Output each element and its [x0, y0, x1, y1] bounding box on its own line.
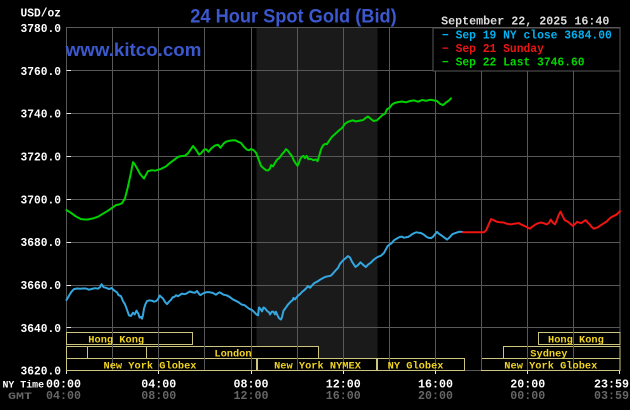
svg-text:NY Time: NY Time	[3, 380, 45, 392]
svg-text:08:00: 08:00	[141, 389, 176, 403]
svg-text:03:59: 03:59	[594, 389, 629, 403]
svg-text:20:00: 20:00	[510, 378, 545, 392]
svg-text:12:00: 12:00	[326, 378, 361, 392]
svg-text:London: London	[214, 348, 251, 360]
svg-text:3620.0: 3620.0	[21, 365, 62, 379]
svg-text:New York Globex: New York Globex	[104, 360, 197, 372]
svg-text:16:00: 16:00	[418, 378, 453, 392]
svg-text:Sydney: Sydney	[530, 348, 567, 360]
svg-text:− Sep 22 Last 3746.60: − Sep 22 Last 3746.60	[442, 56, 585, 70]
svg-text:3740.0: 3740.0	[21, 108, 62, 122]
svg-text:3700.0: 3700.0	[21, 193, 62, 207]
svg-text:3660.0: 3660.0	[21, 279, 62, 293]
svg-text:16:00: 16:00	[326, 389, 361, 403]
svg-text:www.kitco.com: www.kitco.com	[65, 40, 202, 60]
svg-text:USD/oz: USD/oz	[21, 7, 62, 21]
svg-text:04:00: 04:00	[141, 378, 176, 392]
svg-text:00:00: 00:00	[510, 389, 545, 403]
svg-text:20:00: 20:00	[418, 389, 453, 403]
svg-text:08:00: 08:00	[234, 378, 269, 392]
svg-text:New York NYMEX: New York NYMEX	[274, 360, 361, 372]
svg-text:24 Hour Spot Gold (Bid): 24 Hour Spot Gold (Bid)	[190, 7, 396, 28]
svg-text:September 22, 2025 16:40: September 22, 2025 16:40	[441, 15, 609, 29]
svg-text:12:00: 12:00	[234, 389, 269, 403]
svg-text:Hong Kong: Hong Kong	[548, 336, 604, 347]
svg-text:23:59: 23:59	[594, 378, 629, 392]
svg-text:GMT: GMT	[8, 391, 32, 403]
svg-text:NY Globex: NY Globex	[388, 360, 444, 372]
svg-text:3720.0: 3720.0	[21, 151, 62, 165]
svg-text:3680.0: 3680.0	[21, 236, 62, 250]
svg-text:00:00: 00:00	[46, 378, 81, 392]
svg-text:New York Globex: New York Globex	[504, 360, 597, 372]
svg-text:3640.0: 3640.0	[21, 322, 62, 336]
svg-text:− Sep 19 NY close 3684.00: − Sep 19 NY close 3684.00	[442, 29, 612, 43]
svg-text:3780.0: 3780.0	[21, 22, 62, 36]
svg-text:04:00: 04:00	[46, 389, 81, 403]
svg-text:− Sep 21 Sunday: − Sep 21 Sunday	[442, 42, 544, 56]
svg-text:3760.0: 3760.0	[21, 65, 62, 79]
svg-text:Hong Kong: Hong Kong	[88, 336, 144, 347]
